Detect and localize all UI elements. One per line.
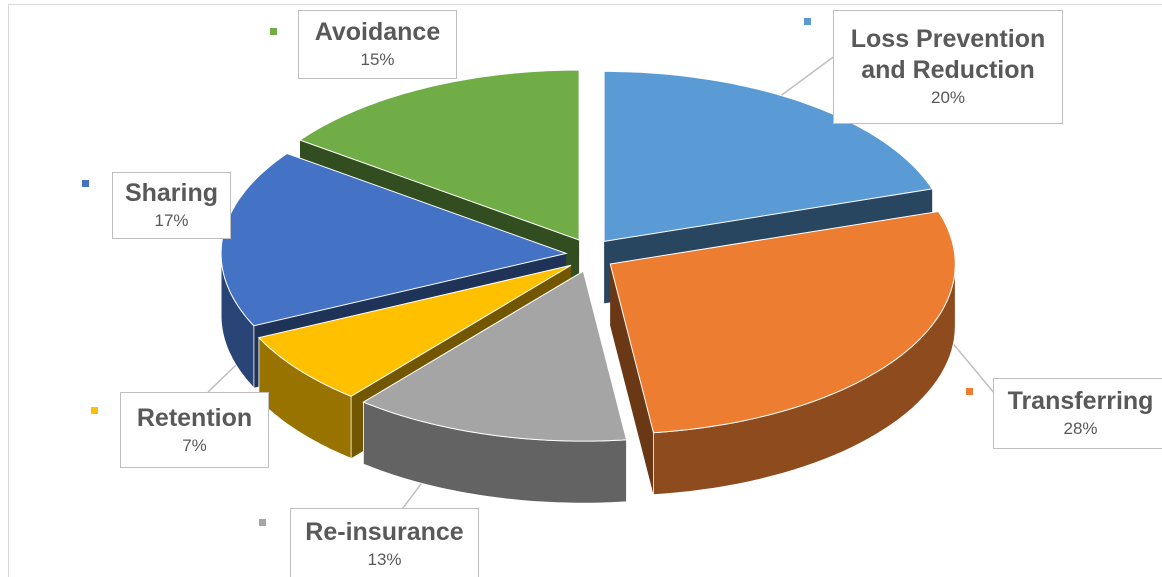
legend-key <box>804 18 811 25</box>
slice-cut-face <box>610 264 654 495</box>
data-label: Re-insurance 13% <box>290 508 479 577</box>
legend-key <box>82 180 89 187</box>
slice <box>362 270 628 442</box>
data-label-value: 15% <box>360 50 395 69</box>
data-label: Loss Prevention and Reduction 20% <box>833 10 1063 124</box>
legend-key <box>91 407 98 414</box>
data-label-value: 13% <box>367 549 402 569</box>
data-label-value: 17% <box>154 211 189 230</box>
data-label-value: 7% <box>182 435 207 455</box>
leader-line <box>774 54 837 101</box>
slice <box>603 70 934 242</box>
data-label: Transferring 28% <box>993 378 1162 449</box>
data-label-value: 20% <box>930 88 966 107</box>
data-label-name: Retention <box>136 403 253 432</box>
slice <box>609 210 956 496</box>
slice <box>257 264 572 397</box>
data-label-name: Re-insurance <box>305 517 464 546</box>
data-label: Avoidance 15% <box>298 10 457 79</box>
chart-border <box>8 4 1162 577</box>
slice <box>298 69 580 241</box>
slice <box>609 210 956 434</box>
data-label: Sharing 17% <box>112 172 231 239</box>
data-label-name: Loss Prevention and Reduction <box>850 25 1046 84</box>
data-label-name: Sharing <box>124 179 219 207</box>
data-label: Retention 7% <box>120 392 269 468</box>
data-label-value: 28% <box>1063 419 1098 438</box>
data-label-name: Transferring <box>1007 387 1154 415</box>
data-label-name: Avoidance <box>314 18 441 46</box>
legend-key <box>270 28 277 35</box>
slice <box>362 270 628 504</box>
legend-key <box>966 388 973 395</box>
legend-key <box>259 519 266 526</box>
